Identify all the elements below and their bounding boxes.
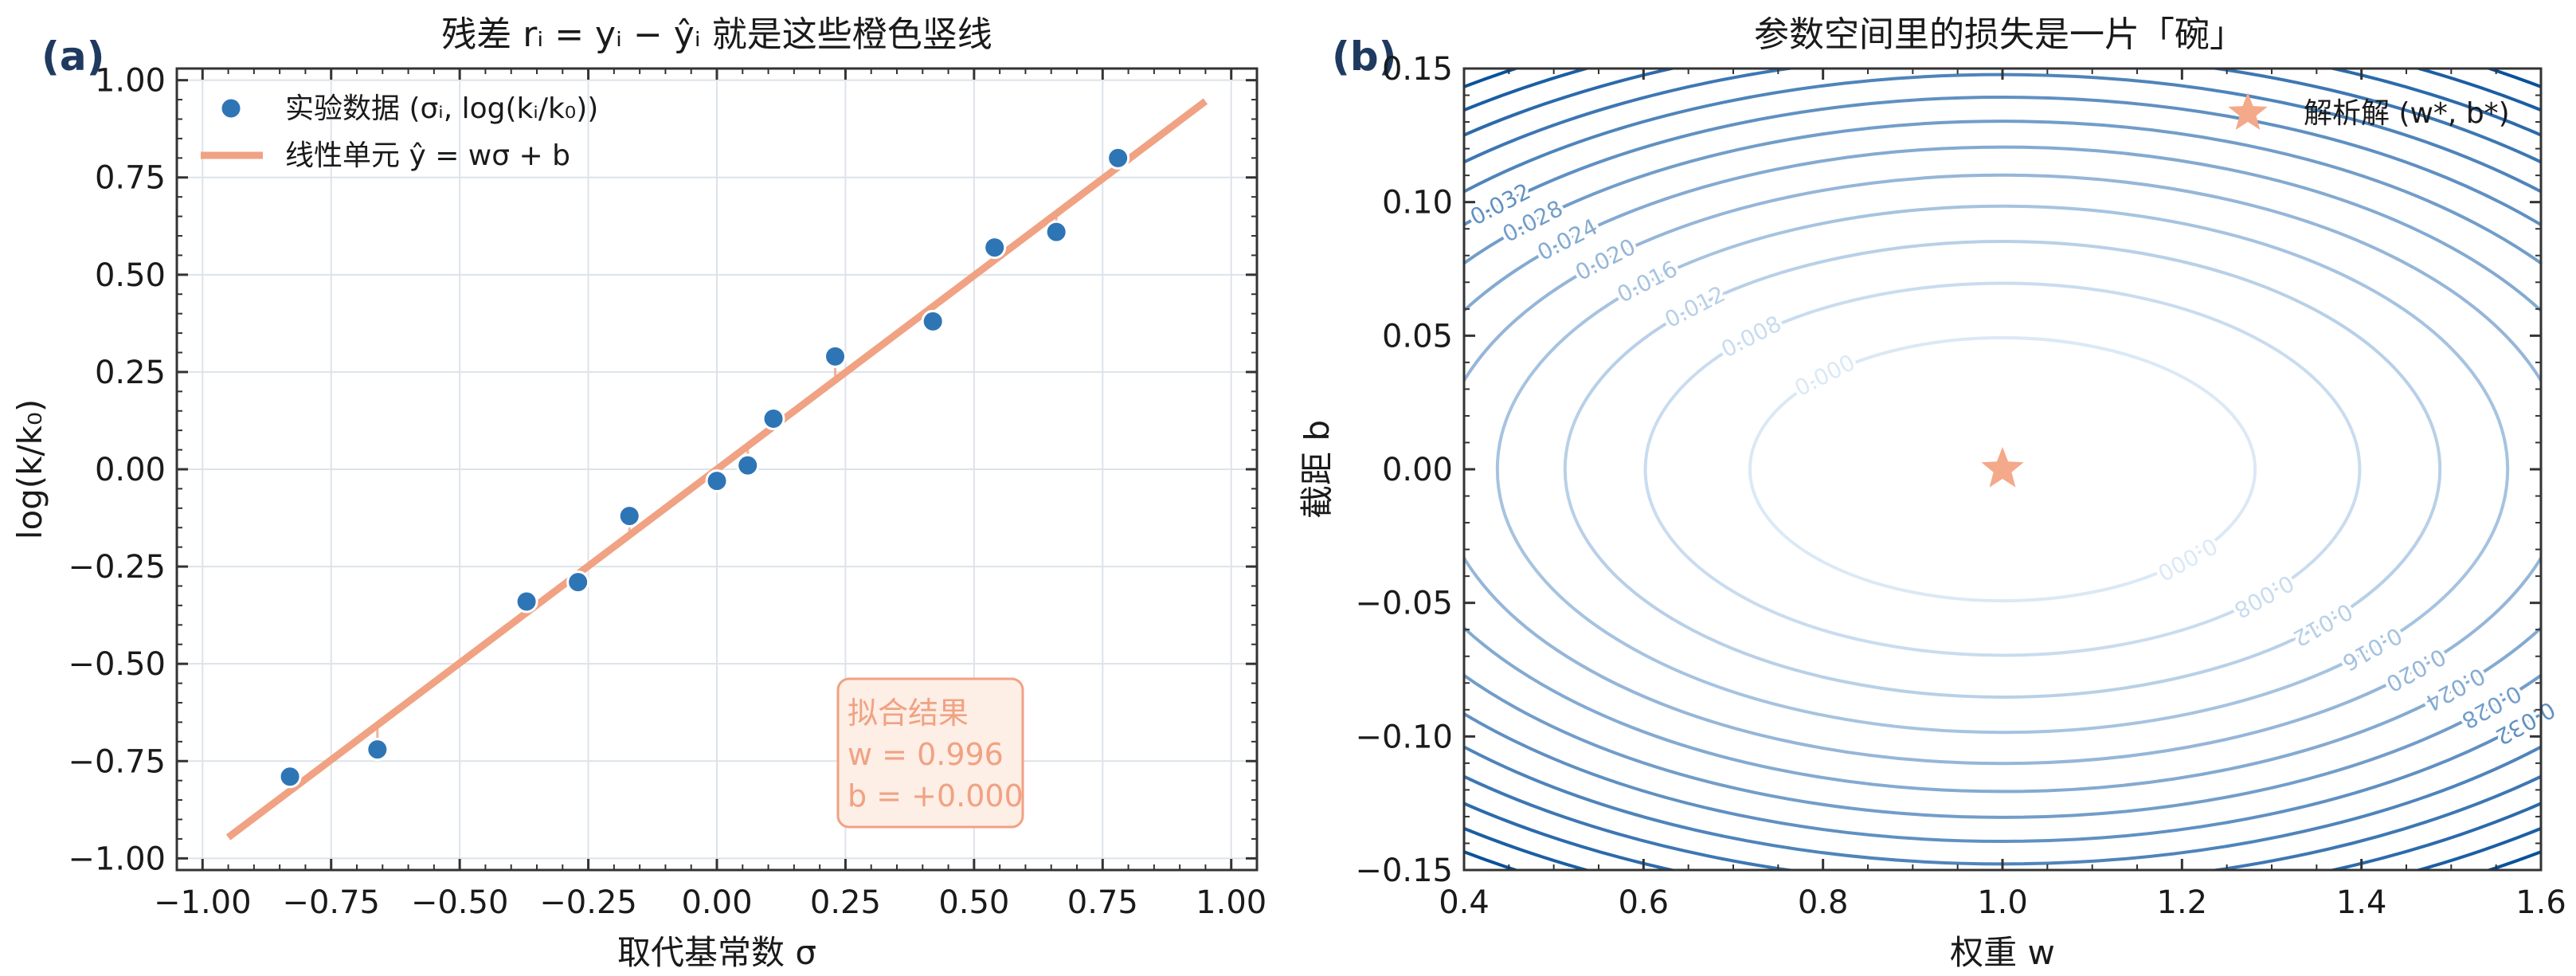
contour-label: 0.000: [2153, 532, 2222, 586]
fit-result-title: 拟合结果: [848, 696, 969, 731]
contour-label: 0.012: [1661, 280, 1729, 333]
panel-b-title: 参数空间里的损失是一片「碗」: [1754, 14, 2245, 55]
y-tick-label: −0.05: [1355, 586, 1453, 622]
contour-line: [1464, 96, 2541, 843]
x-tick-label: 0.8: [1798, 884, 1849, 921]
x-tick-label: −0.75: [282, 884, 380, 921]
contour-line: [1643, 281, 2362, 657]
contour-line: [1748, 335, 2257, 603]
x-tick-label: 0.75: [1067, 884, 1138, 921]
legend-star: [2228, 92, 2268, 130]
fit-result-box: 拟合结果 w = 0.996 b = +0.000: [836, 677, 1024, 829]
contour-line: [1464, 120, 2541, 819]
contour-line: [1464, 173, 2541, 766]
contour-line: [1464, 69, 2541, 870]
panel-b: (b) 参数空间里的损失是一片「碗」 0.0000.0000.0080.0080…: [1298, 14, 2566, 972]
y-tick-label: 0.25: [95, 355, 166, 391]
contour-line: [1495, 204, 2510, 735]
panel-a: (a) 残差 rᵢ = yᵢ − ŷᵢ 就是这些橙色竖线 −1.00 −0.75−…: [10, 14, 1266, 972]
panel-a-legend: 实验数据 (σᵢ, log(kᵢ/k₀)) 线性单元 ŷ = wσ + b: [201, 92, 598, 172]
y-tick-label: −0.25: [68, 549, 166, 586]
x-tick-label: 1.2: [2157, 884, 2208, 921]
x-tick-label: 0.25: [810, 884, 881, 921]
panel-b-label: (b): [1332, 33, 1397, 80]
legend-scatter-marker: [219, 96, 243, 120]
minimum-star: [1981, 447, 2024, 488]
y-tick-label: 0.05: [1382, 318, 1453, 355]
data-point: [617, 504, 641, 528]
panel-b-ticks: 0.4 0.6 0.8 1.0 1.2 1.4 1.6 −0.15 −0.10 −0.05 0.00…: [1355, 51, 2566, 921]
y-tick-label: −0.75: [68, 743, 166, 780]
panel-b-xlabel: 权重 w: [1950, 933, 2055, 972]
contour-label: 0.008: [1717, 310, 1785, 363]
y-tick-label: 0.15: [1382, 51, 1453, 88]
contour-label: 0.012: [2288, 598, 2357, 652]
y-tick-label: −0.15: [1355, 853, 1453, 889]
contour-label: 0.008: [2230, 570, 2298, 624]
data-point: [736, 453, 760, 477]
panel-b-ylabel: 截距 b: [1298, 420, 1337, 519]
data-point: [515, 590, 538, 613]
fit-result-w: w = 0.996: [848, 737, 1004, 772]
x-tick-label: −1.00: [154, 884, 252, 921]
y-tick-label: 0.00: [95, 452, 166, 488]
y-tick-label: 1.00: [95, 63, 166, 100]
data-point: [824, 344, 848, 368]
data-point: [366, 738, 390, 762]
y-tick-label: −1.00: [68, 841, 166, 877]
data-point: [566, 570, 590, 594]
minimum-star-marker: [1981, 447, 2024, 488]
contour-label: 0.000: [1791, 349, 1859, 402]
x-tick-label: 0.6: [1619, 884, 1670, 921]
legend-star-marker: [2228, 92, 2268, 130]
panel-a-title: 残差 rᵢ = yᵢ − ŷᵢ 就是这些橙色竖线: [441, 14, 992, 55]
y-tick-label: −0.10: [1355, 719, 1453, 755]
legend-scatter-label: 实验数据 (σᵢ, log(kᵢ/k₀)): [285, 92, 598, 125]
legend-line-label: 线性单元 ŷ = wσ + b: [285, 139, 570, 172]
panel-b-legend: 解析解 (w*, b*): [2228, 92, 2510, 130]
x-tick-label: 1.0: [1977, 884, 2028, 921]
panel-a-ylabel: log(k/k₀): [10, 399, 49, 539]
x-tick-label: −0.25: [539, 884, 637, 921]
x-tick-label: 0.50: [938, 884, 1009, 921]
data-point: [278, 765, 302, 789]
panel-a-label: (a): [41, 33, 104, 80]
contour-line: [1563, 240, 2442, 699]
fit-line: [225, 98, 1208, 841]
x-tick-label: 1.00: [1196, 884, 1266, 921]
panel-a-ticks: −1.00 −0.75 −0.50 −0.25 0.00 0.25 0.50 0.75 1.00…: [68, 63, 1266, 921]
data-point: [1106, 146, 1130, 170]
data-point: [1044, 220, 1068, 244]
legend-minimum-label: 解析解 (w*, b*): [2304, 97, 2510, 130]
y-tick-label: 0.10: [1382, 185, 1453, 221]
x-tick-label: 1.4: [2336, 884, 2387, 921]
data-point: [983, 236, 1007, 260]
y-tick-label: −0.50: [68, 646, 166, 683]
contour-line: [1464, 145, 2541, 794]
data-point: [761, 407, 785, 431]
fit-result-box-bg: [836, 677, 1024, 829]
x-tick-label: 0.00: [681, 884, 752, 921]
x-tick-label: −0.50: [411, 884, 509, 921]
x-tick-label: 1.6: [2515, 884, 2566, 921]
panel-a-marks: [225, 98, 1208, 841]
y-tick-label: 0.00: [1382, 452, 1453, 488]
x-tick-label: 0.4: [1439, 884, 1490, 921]
data-point: [921, 309, 945, 333]
fit-result-b: b = +0.000: [848, 778, 1024, 813]
y-tick-label: 0.75: [95, 160, 166, 197]
panel-a-xlabel: 取代基常数 σ: [617, 933, 816, 972]
data-point: [705, 469, 729, 493]
y-tick-label: 0.50: [95, 257, 166, 294]
